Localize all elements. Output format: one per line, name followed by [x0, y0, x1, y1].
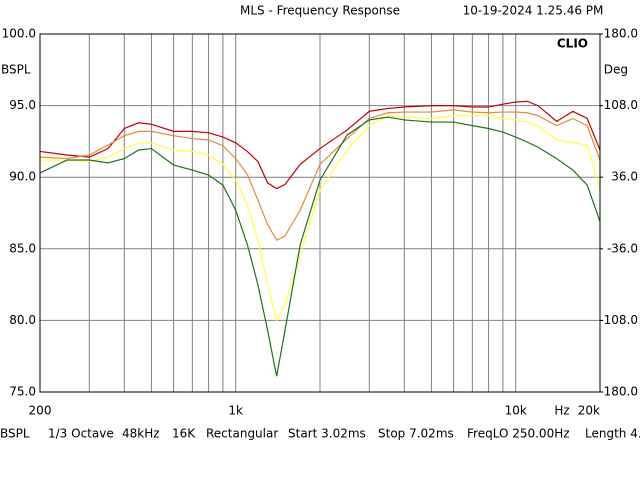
x-unit-label: Hz — [554, 404, 569, 418]
x-tick-label: 20k — [578, 404, 600, 418]
series-line — [39, 109, 601, 242]
series-line — [39, 100, 601, 190]
x-tick-label: 1k — [228, 404, 243, 418]
status-item: 1/3 Octave — [48, 427, 114, 441]
x-tick-label: 10k — [505, 404, 527, 418]
brand-label: CLIO — [557, 37, 588, 51]
status-item: FreqLO 250.00Hz — [467, 427, 570, 441]
y-axis-label: BSPL — [1, 63, 31, 77]
status-item: Start 3.02ms — [288, 427, 366, 441]
y2-tick-label: -180.0 — [599, 385, 638, 399]
grid — [40, 33, 600, 393]
y2-tick-label: 180.0 — [604, 27, 638, 41]
y2-tick-label: 108.0 — [604, 98, 638, 112]
x-tick-label: 200 — [29, 404, 52, 418]
labels: 100.0 95.0 90.0 85.0 80.0 75.0 180.0 108.0 36.0 -… — [0, 27, 640, 441]
status-item: 48kHz — [122, 427, 160, 441]
status-item: Length 4. — [585, 427, 640, 441]
y-tick-label: 85.0 — [9, 241, 36, 255]
y2-axis-label: Deg — [604, 63, 628, 77]
y-tick-label: 95.0 — [9, 98, 36, 112]
series-line — [40, 115, 601, 323]
y2-tick-label: -108.0 — [599, 313, 638, 327]
timestamp: 10-19-2024 1.25.46 PM — [463, 4, 604, 18]
y2-tick-label: 36.0 — [611, 170, 638, 184]
y-tick-label: 80.0 — [9, 313, 36, 327]
status-item: BSPL — [0, 427, 30, 441]
plot-frame — [39, 33, 601, 393]
y-tick-label: 75.0 — [9, 385, 36, 399]
y2-tick-label: -36.0 — [607, 241, 638, 255]
y-tick-label: 100.0 — [2, 27, 36, 41]
status-item: Stop 7.02ms — [378, 427, 454, 441]
y-tick-label: 90.0 — [9, 170, 36, 184]
series-line — [39, 116, 601, 377]
status-item: 16K — [172, 427, 196, 441]
chart-title: MLS - Frequency Response — [240, 4, 400, 18]
status-item: Rectangular — [206, 427, 278, 441]
plot-lines — [39, 100, 601, 377]
